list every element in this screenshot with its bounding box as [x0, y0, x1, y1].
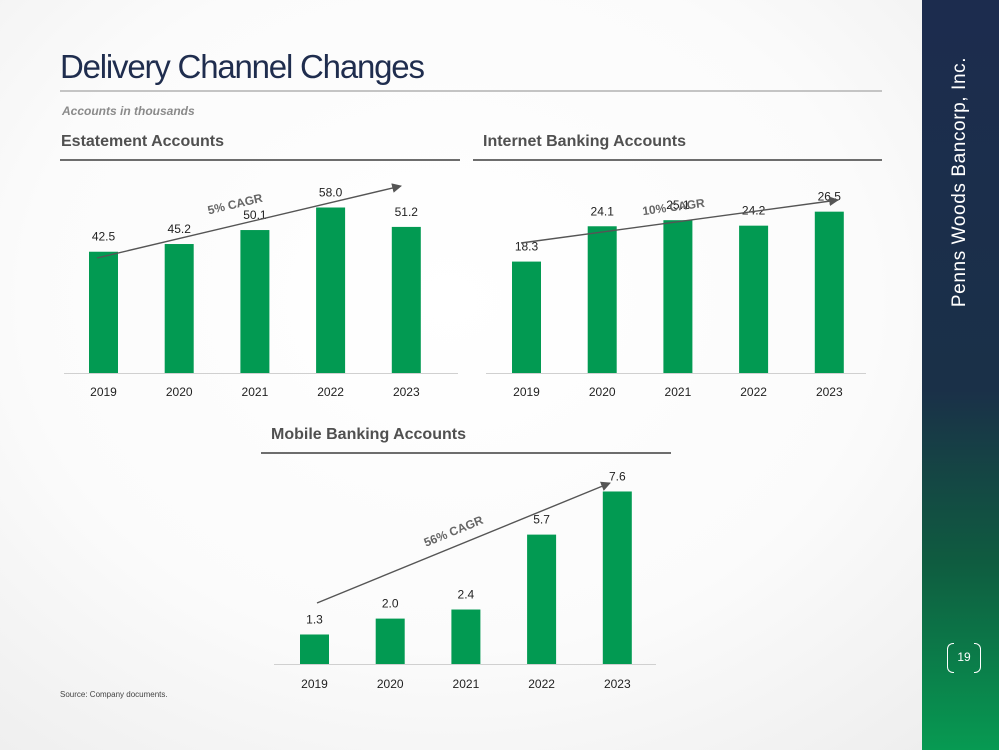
internet-data-label-2019: 18.3 [515, 240, 539, 254]
estatement-title-rule [60, 159, 460, 161]
internet-tick-2022: 2022 [740, 385, 767, 399]
mobile-chart-title: Mobile Banking Accounts [271, 426, 466, 443]
internet-tick-2023: 2023 [816, 385, 843, 399]
mobile-tick-2019: 2019 [301, 677, 328, 691]
estatement-tick-2020: 2020 [166, 385, 193, 399]
estatement-data-label-2019: 42.5 [92, 230, 116, 244]
company-name: Penns Woods Bancorp, Inc. [949, 56, 970, 308]
mobile-cagr-label: 56% CAGR [422, 513, 486, 550]
internet-title-rule [473, 159, 882, 161]
estatement-data-label-2020: 45.2 [168, 222, 192, 236]
mobile-data-label-2022: 5.7 [533, 513, 550, 527]
internet-cagr-arrow [520, 196, 839, 244]
mobile-bar-2019 [300, 634, 329, 664]
internet-bar-2021 [663, 220, 693, 373]
estatement-bar-2020 [164, 244, 194, 373]
estatement-bar-2022 [316, 207, 346, 373]
estatement-bar-2023 [391, 226, 421, 373]
internet-cagr-label: 10% CAGR [641, 196, 705, 218]
mobile-tick-2021: 2021 [453, 677, 480, 691]
internet-data-label-2020: 24.1 [591, 204, 615, 218]
internet-chart-title: Internet Banking Accounts [483, 133, 686, 150]
internet-bar-2019 [512, 261, 541, 373]
title-divider [60, 90, 882, 92]
internet-bar-2023 [814, 211, 844, 373]
mobile-data-label-2021: 2.4 [458, 588, 475, 602]
internet-tick-2021: 2021 [665, 385, 692, 399]
mobile-data-label-2019: 1.3 [306, 612, 323, 626]
brand-sidebar [922, 0, 999, 750]
estatement-cagr-arrow [96, 183, 402, 259]
internet-data-label-2022: 24.2 [742, 204, 766, 218]
mobile-bar-2021 [451, 609, 481, 664]
left-bracket-icon [947, 643, 954, 673]
mobile-tick-2020: 2020 [377, 677, 404, 691]
mobile-bar-2020 [375, 618, 405, 664]
estatement-data-label-2023: 51.2 [395, 205, 419, 219]
mobile-cagr-arrow [316, 481, 611, 604]
estatement-tick-2021: 2021 [242, 385, 269, 399]
estatement-chart-title: Estatement Accounts [61, 133, 224, 150]
estatement-tick-2022: 2022 [317, 385, 344, 399]
mobile-bar-2023 [602, 491, 632, 664]
right-bracket-icon [974, 643, 981, 673]
estatement-data-label-2022: 58.0 [319, 186, 343, 200]
page-title: Delivery Channel Changes [60, 48, 425, 85]
estatement-tick-2023: 2023 [393, 385, 420, 399]
internet-tick-2019: 2019 [513, 385, 540, 399]
units-subtitle: Accounts in thousands [62, 104, 195, 118]
mobile-data-label-2023: 7.6 [609, 469, 626, 483]
internet-bar-2020 [587, 226, 617, 373]
estatement-tick-2019: 2019 [90, 385, 117, 399]
mobile-data-label-2020: 2.0 [382, 597, 399, 611]
internet-bar-2022 [739, 225, 769, 373]
source-note: Source: Company documents. [60, 690, 168, 699]
mobile-title-rule [261, 452, 671, 454]
mobile-bar-2022 [527, 534, 557, 664]
estatement-bar-2021 [240, 230, 270, 373]
internet-data-label-2021: 25.1 [666, 198, 690, 212]
internet-tick-2020: 2020 [589, 385, 616, 399]
estatement-bar-2019 [89, 251, 118, 373]
mobile-tick-2023: 2023 [604, 677, 631, 691]
page-number: 19 [947, 643, 981, 673]
mobile-tick-2022: 2022 [528, 677, 555, 691]
